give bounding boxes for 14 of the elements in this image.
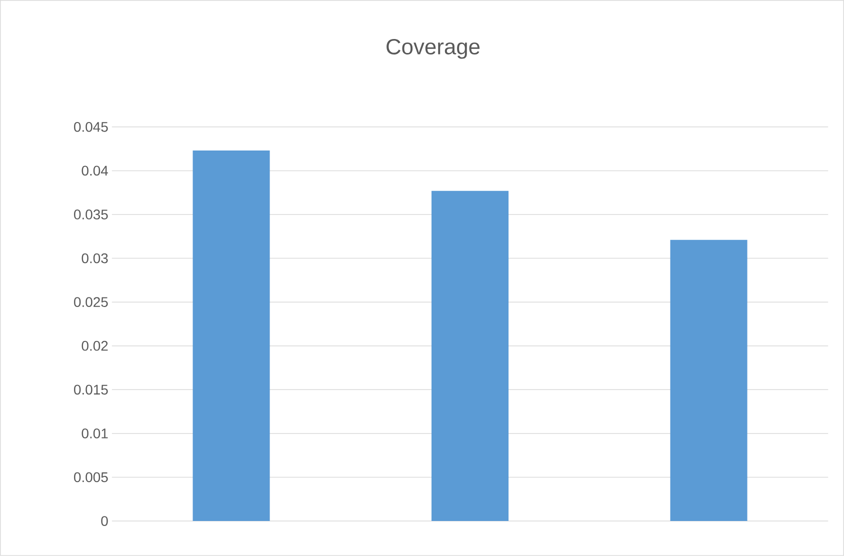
y-tick-label: 0.02	[82, 340, 108, 351]
y-tick-label: 0.045	[74, 122, 108, 132]
bar	[432, 190, 509, 522]
bar	[670, 240, 748, 522]
y-tick-label: 0.035	[74, 210, 108, 220]
y-tick-label: 0.04	[82, 166, 108, 176]
y-tick-label: 0.01	[82, 428, 108, 438]
y-tick-label: 0.025	[74, 297, 108, 308]
y-tick-label: 0	[101, 516, 108, 526]
y-tick-label: 0.03	[82, 253, 108, 264]
y-tick-label: 0.015	[74, 384, 108, 395]
bar	[192, 150, 270, 522]
chart-title: Coverage	[386, 38, 480, 59]
y-tick-label: 0.005	[74, 472, 108, 482]
